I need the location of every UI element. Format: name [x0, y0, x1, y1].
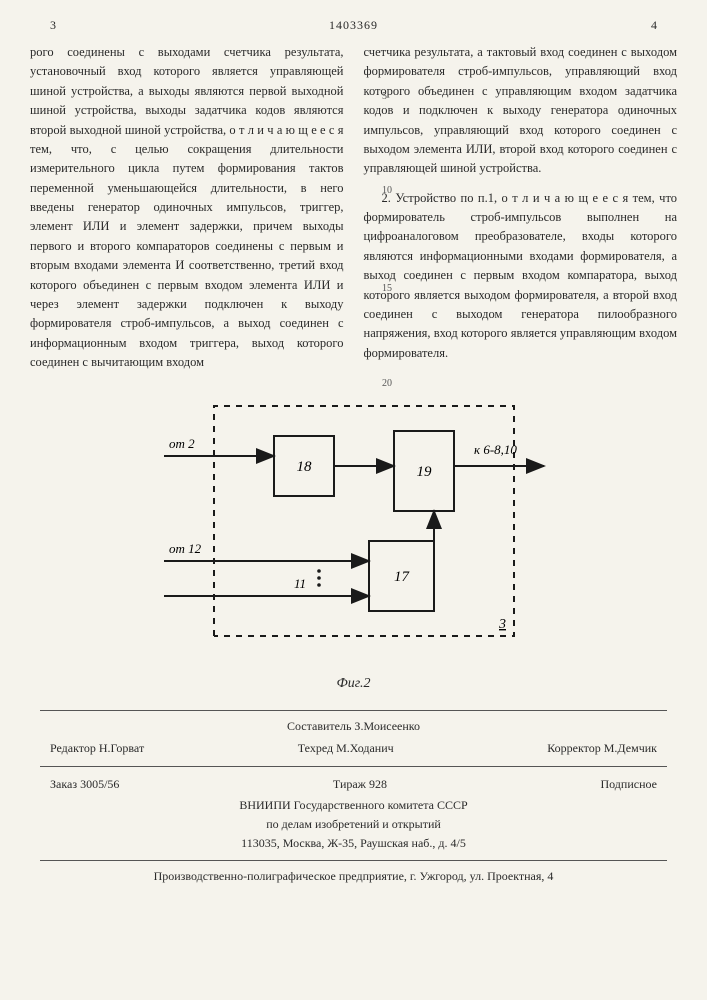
divider [40, 766, 667, 767]
block-diagram-svg: 18 19 17 от 2 к 6-8,10 от 12 11 3 [144, 396, 564, 656]
credits-row: Редактор Н.Горват Техред М.Ходанич Корре… [30, 737, 677, 760]
header: 3 1403369 4 [30, 18, 677, 33]
editor-block: Редактор Н.Горват [50, 739, 144, 758]
svg-text:от 12: от 12 [169, 541, 202, 556]
right-text-p2: 2. Устройство по п.1, о т л и ч а ю щ е … [364, 189, 678, 363]
right-column: счетчика результата, а тактовый вход сое… [364, 43, 678, 372]
svg-text:11: 11 [294, 576, 306, 591]
page-right: 4 [651, 18, 657, 33]
tirage-block: Тираж 928 [333, 775, 387, 794]
divider [40, 860, 667, 861]
figure-label: Фиг.2 [30, 676, 677, 692]
left-column: рого соединены с выходами счетчика резул… [30, 43, 344, 372]
right-text-p1: счетчика результата, а тактовый вход сое… [364, 43, 678, 179]
subscription: Подписное [600, 775, 657, 794]
printer-line: Производственно-полиграфическое предприя… [30, 867, 677, 886]
page: 3 1403369 4 5 10 15 20 рого соединены с … [0, 0, 707, 906]
org-line-1: ВНИИПИ Государственного комитета СССР [30, 796, 677, 815]
corrector-block: Корректор М.Демчик [547, 739, 657, 758]
page-left: 3 [50, 18, 56, 33]
org-line-2: по делам изобретений и открытий [30, 815, 677, 834]
svg-text:3: 3 [498, 617, 506, 632]
order-block: Заказ 3005/56 [50, 775, 119, 794]
colophon: Составитель З.Моисеенко Редактор Н.Горва… [30, 710, 677, 885]
svg-text:к 6-8,10: к 6-8,10 [474, 442, 517, 457]
divider [40, 710, 667, 711]
line-number-15: 15 [382, 283, 392, 294]
print-row: Заказ 3005/56 Тираж 928 Подписное [30, 773, 677, 796]
svg-text:от 2: от 2 [169, 436, 195, 451]
svg-text:18: 18 [296, 459, 312, 475]
tech-block: Техред М.Ходанич [298, 739, 394, 758]
line-number-10: 10 [382, 185, 392, 196]
text-columns: рого соединены с выходами счетчика резул… [30, 43, 677, 372]
compiler-line: Составитель З.Моисеенко [30, 717, 677, 736]
line-number-20: 20 [382, 378, 392, 389]
line-number-5: 5 [382, 91, 387, 102]
svg-text:17: 17 [394, 569, 411, 585]
address-line: 113035, Москва, Ж-35, Раушская наб., д. … [30, 834, 677, 853]
svg-text:19: 19 [416, 464, 432, 480]
figure-2: 18 19 17 от 2 к 6-8,10 от 12 11 3 [30, 396, 677, 656]
doc-number: 1403369 [329, 18, 378, 33]
left-text: рого соединены с выходами счетчика резул… [30, 43, 344, 372]
